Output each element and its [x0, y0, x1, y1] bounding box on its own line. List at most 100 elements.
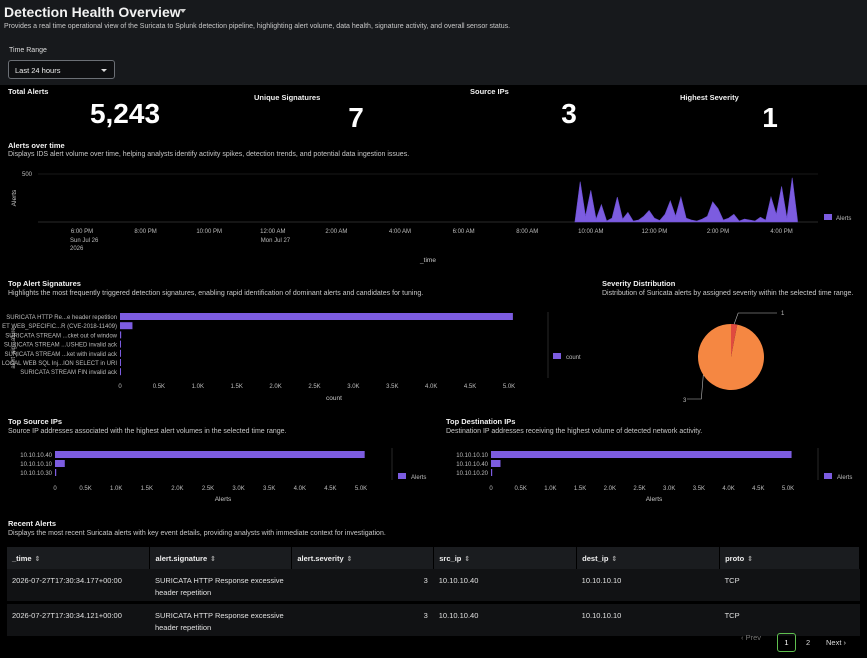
recent-alerts-description: Displays the most recent Suricata alerts… — [8, 530, 386, 537]
cell-src-ip: 10.10.10.40 — [433, 604, 577, 636]
x-tick: 0 — [53, 486, 57, 492]
pagination-page-2[interactable]: 2 — [806, 638, 811, 647]
pagination-page-1[interactable]: 1 — [777, 633, 796, 652]
bar[interactable] — [120, 368, 121, 376]
x-tick: 10:00 PM — [196, 229, 222, 235]
cell-dest-ip: 10.10.10.10 — [576, 569, 720, 601]
bar[interactable] — [55, 451, 365, 458]
bar[interactable] — [120, 340, 121, 348]
bar[interactable] — [120, 359, 121, 366]
bar-category-label: SURICATA STREAM ...ket with invalid ack — [5, 352, 118, 358]
sort-icon[interactable]: ⇕ — [346, 555, 353, 563]
x-tick: 3.5K — [386, 384, 398, 390]
x-tick: 5.0K — [355, 486, 367, 492]
x-tick: 3.0K — [347, 384, 359, 390]
table-row[interactable]: 2026-07-27T17:30:34.121+00:00 SURICATA H… — [7, 604, 860, 636]
bar[interactable] — [491, 451, 792, 458]
bar[interactable] — [55, 469, 57, 476]
pie-slice-label: 1 — [781, 311, 785, 317]
bar-category-label: ET WEB_SPECIFIC...R (CVE-2018-11409) — [2, 324, 117, 330]
column-header-severity[interactable]: alert.severity ⇕ — [291, 547, 435, 569]
pagination-prev[interactable]: ‹ Prev — [741, 633, 762, 642]
alerts-over-time-description: Displays IDS alert volume over time, hel… — [8, 151, 410, 158]
x-tick: 2.5K — [202, 486, 214, 492]
bar[interactable] — [491, 460, 501, 467]
bar[interactable] — [491, 469, 493, 476]
top-destination-ips-title: Top Destination IPs — [446, 417, 516, 426]
title-dropdown-icon[interactable] — [180, 9, 186, 13]
top-source-ips-description: Source IP addresses associated with the … — [8, 428, 287, 435]
bar-category-label: SURICATA STREAM ...USHED invalid ack — [4, 343, 118, 349]
time-range-select[interactable]: Last 24 hours — [8, 60, 115, 79]
pie-slice[interactable] — [731, 324, 738, 357]
x-tick: 2.5K — [633, 486, 645, 492]
page-description: Provides a real time operational view of… — [4, 23, 511, 30]
legend-label[interactable]: count — [566, 355, 581, 361]
top-signatures-chart[interactable]: alert_sig...ature count count SURICATA H… — [0, 308, 600, 404]
kpi-unique-signatures-label: Unique Signatures — [254, 93, 321, 102]
top-source-ips-chart[interactable]: Alerts Alerts 10.10.10.40 10.10.10.10 10.1… — [0, 446, 440, 506]
cell-time: 2026-07-27T17:30:34.177+00:00 — [7, 569, 150, 601]
kpi-source-ips-label: Source IPs — [470, 87, 509, 96]
x-axis-label: count — [326, 395, 342, 402]
bar[interactable] — [120, 322, 133, 330]
time-range-label: Time Range — [9, 47, 47, 54]
sort-icon[interactable]: ⇕ — [34, 555, 41, 563]
x-tick: 1.5K — [231, 384, 243, 390]
column-header-src-ip[interactable]: src_ip ⇕ — [433, 547, 578, 569]
y-tick: 500 — [22, 172, 33, 178]
bar-category-label: 10.10.10.10 — [20, 462, 52, 468]
alerts-area-series[interactable] — [574, 177, 798, 223]
x-tick: 1.5K — [141, 486, 153, 492]
pagination-next[interactable]: Next › — [826, 638, 847, 647]
cell-severity: 3 — [291, 604, 434, 636]
top-destination-ips-description: Destination IP addresses receiving the h… — [446, 428, 703, 435]
x-tick: 4.0K — [425, 384, 437, 390]
x-tick: 12:00 AM — [260, 229, 285, 235]
column-header-dest-ip[interactable]: dest_ip ⇕ — [576, 547, 721, 569]
severity-distribution-title: Severity Distribution — [602, 279, 676, 288]
sort-icon[interactable]: ⇕ — [747, 555, 754, 563]
x-tick: 1.0K — [192, 384, 204, 390]
x-tick: 4.5K — [324, 486, 336, 492]
chevron-left-icon: ‹ — [741, 633, 744, 642]
x-axis-label: Alerts — [646, 496, 663, 503]
x-tick: 3.5K — [263, 486, 275, 492]
pie-slice[interactable] — [698, 324, 764, 390]
legend-label[interactable]: Alerts — [837, 475, 852, 481]
bar-category-label: LOCAL WEB SQL Inj...ION SELECT in URI — [2, 361, 117, 367]
cell-proto: TCP — [719, 604, 860, 636]
alerts-over-time-chart[interactable]: 500 Alerts 6:00 PM Sun Jul 26 2026 8:00 PM 1… — [0, 162, 867, 266]
bar[interactable] — [120, 313, 513, 320]
x-axis-label: _time — [419, 257, 436, 264]
x-tick: 0 — [118, 384, 122, 390]
severity-distribution-description: Distribution of Suricata alerts by assig… — [602, 290, 854, 297]
cell-signature: SURICATA HTTP Response excessive header … — [149, 569, 292, 601]
bar[interactable] — [120, 349, 121, 357]
bar[interactable] — [120, 331, 122, 339]
page-title[interactable]: Detection Health Overview — [4, 4, 181, 20]
kpi-source-ips-value: 3 — [561, 98, 577, 129]
chevron-right-icon: › — [843, 638, 847, 647]
cell-time: 2026-07-27T17:30:34.121+00:00 — [7, 604, 150, 636]
x-tick: 2.0K — [604, 486, 616, 492]
sort-icon[interactable]: ⇕ — [611, 555, 618, 563]
column-header-signature[interactable]: alert.signature ⇕ — [149, 547, 293, 569]
x-tick: 4.5K — [752, 486, 764, 492]
severity-pie-chart[interactable]: 13 — [600, 305, 867, 407]
sort-icon[interactable]: ⇕ — [210, 555, 216, 563]
bar[interactable] — [55, 460, 65, 467]
x-tick: 4:00 PM — [770, 229, 792, 235]
top-destination-ips-chart[interactable]: Alerts Alerts 10.10.10.10 10.10.10.40 10.1… — [438, 446, 867, 506]
x-tick: 1.0K — [544, 486, 556, 492]
bar-category-label: SURICATA STREAM ...cket out of window — [5, 333, 117, 339]
column-header-time[interactable]: _time ⇕ — [7, 547, 151, 569]
sort-icon[interactable]: ⇕ — [464, 555, 471, 563]
cell-dest-ip: 10.10.10.10 — [576, 604, 720, 636]
x-tick: 2.5K — [308, 384, 320, 390]
column-header-proto[interactable]: proto ⇕ — [719, 547, 860, 569]
legend-label[interactable]: Alerts — [836, 216, 851, 222]
table-row[interactable]: 2026-07-27T17:30:34.177+00:00 SURICATA H… — [7, 569, 860, 601]
legend-label[interactable]: Alerts — [411, 475, 426, 481]
cell-signature: SURICATA HTTP Response excessive header … — [149, 604, 292, 636]
